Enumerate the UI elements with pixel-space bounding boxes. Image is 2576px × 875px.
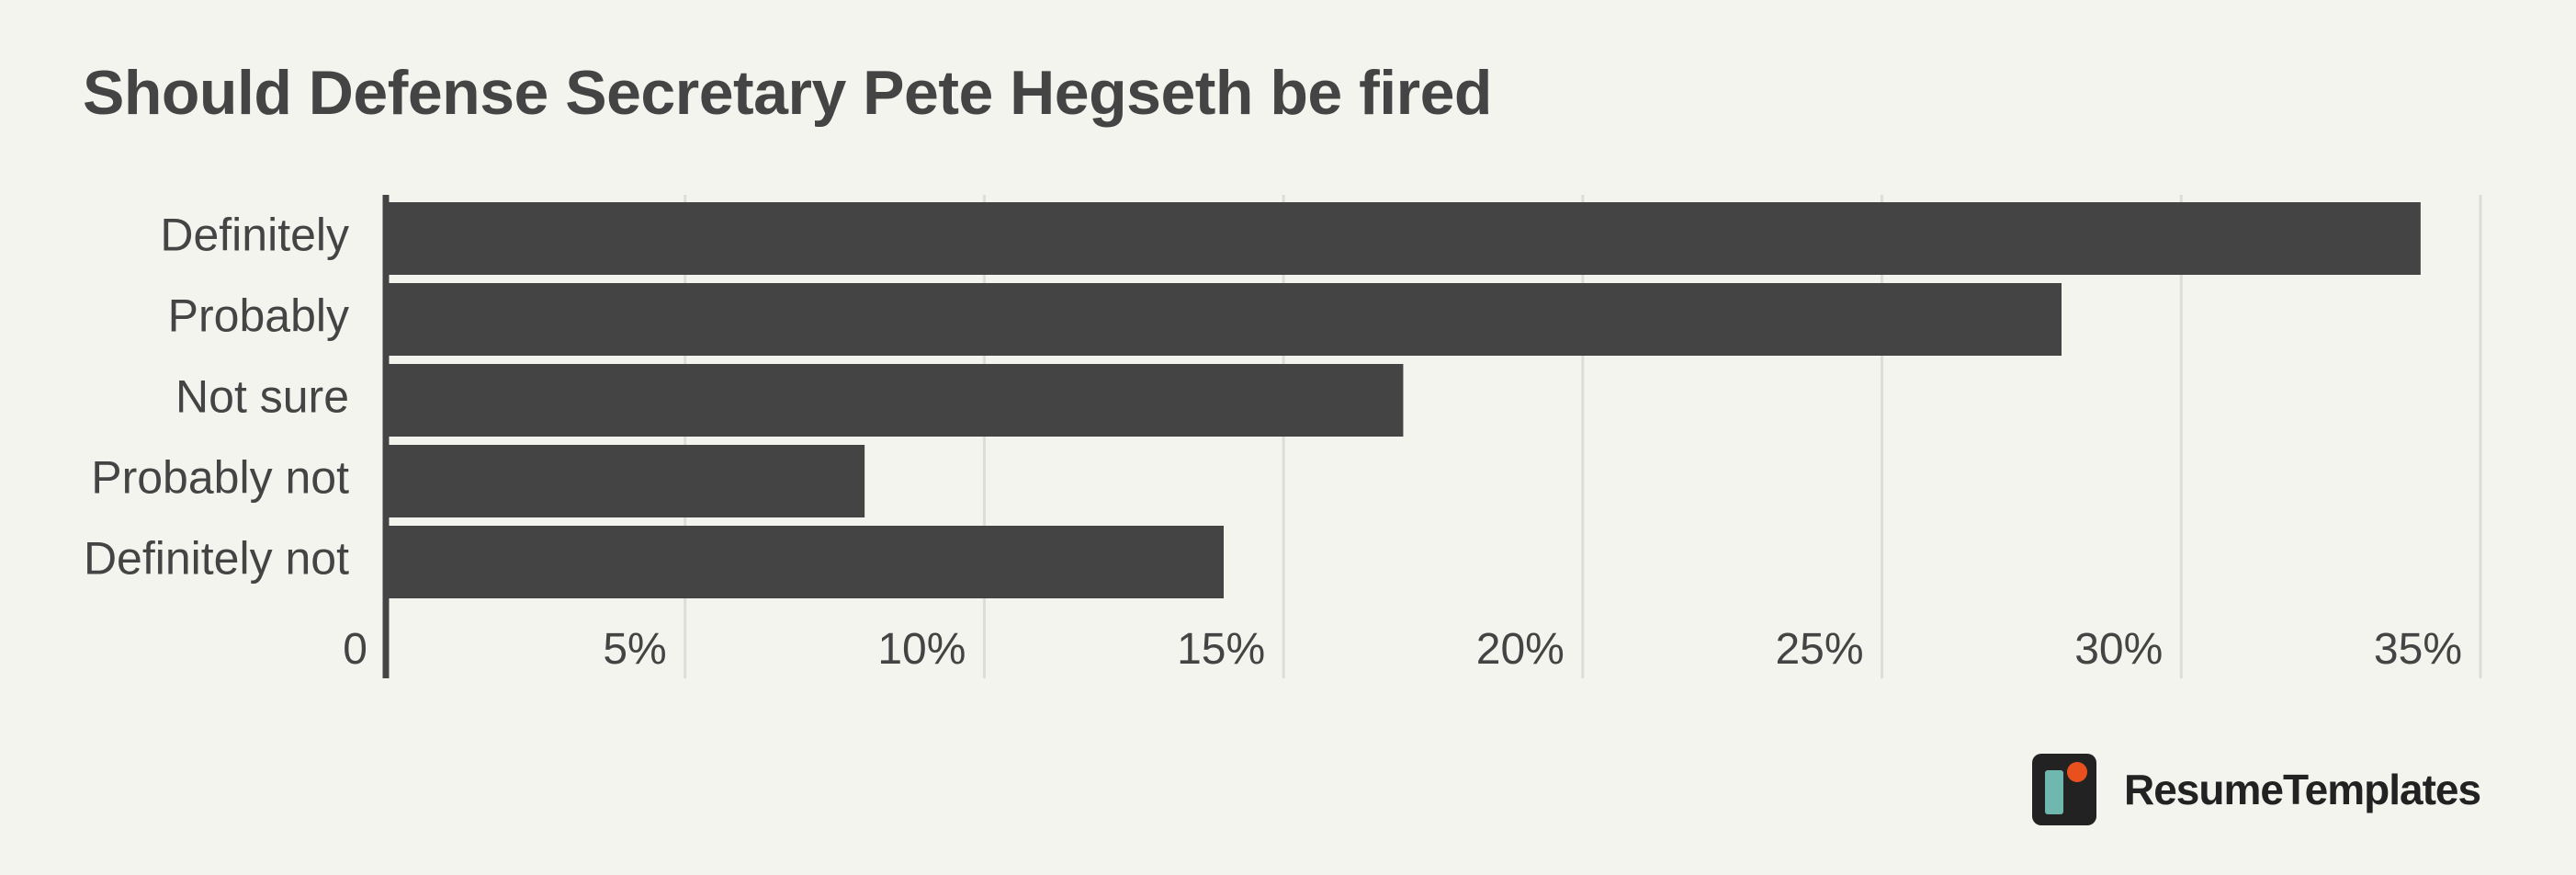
resume-templates-logo-icon <box>2032 754 2096 825</box>
category-labels: Definitely Probably Not sure Probably not De… <box>84 210 349 585</box>
bars <box>386 202 2421 598</box>
x-tick-label: 0 <box>343 625 367 674</box>
x-tick-label: 35% <box>2374 625 2462 674</box>
x-tick-labels: 0 5% 10% 15% 20% 25% 30% 35% <box>343 625 2462 674</box>
category-label: Definitely <box>160 210 349 261</box>
chart-title: Should Defense Secretary Pete Hegseth be… <box>83 58 1492 128</box>
category-label: Not sure <box>175 371 349 423</box>
bar <box>386 202 2421 275</box>
brand-name: ResumeTemplates <box>2124 766 2481 813</box>
x-tick-label: 10% <box>877 625 966 674</box>
category-label: Probably not <box>91 452 349 504</box>
x-tick-label: 30% <box>2074 625 2163 674</box>
bar <box>386 526 1224 598</box>
x-tick-label: 15% <box>1177 625 1265 674</box>
category-label: Definitely not <box>84 533 349 585</box>
x-tick-label: 5% <box>603 625 666 674</box>
category-label: Probably <box>168 290 349 342</box>
bar <box>386 283 2062 356</box>
bar <box>386 445 865 517</box>
bar <box>386 364 1404 437</box>
x-tick-label: 25% <box>1775 625 1863 674</box>
x-tick-label: 20% <box>1476 625 1565 674</box>
